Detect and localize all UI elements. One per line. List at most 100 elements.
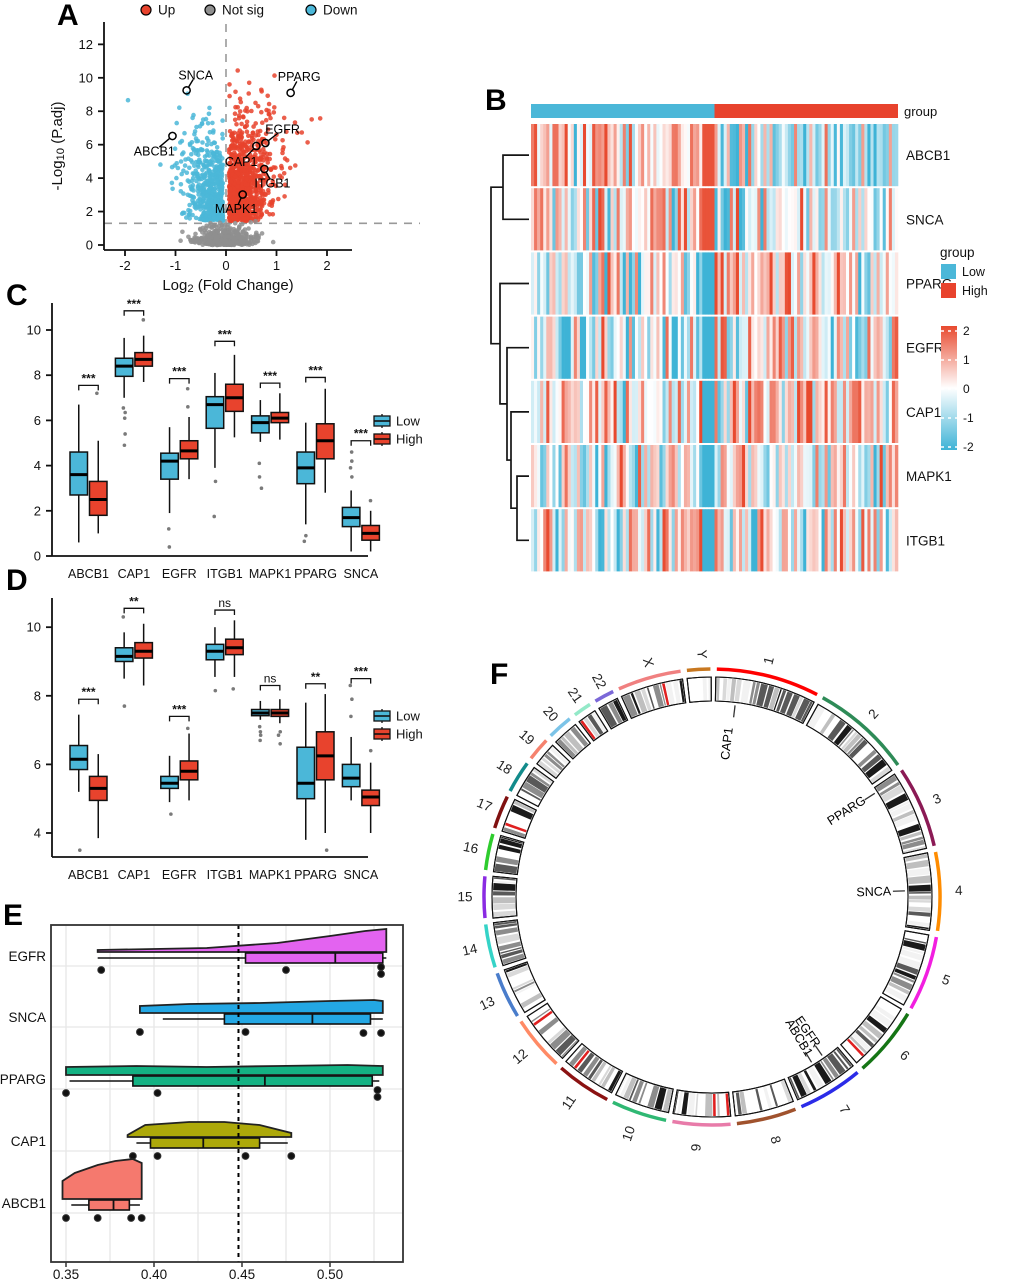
x-tick-label: -1	[170, 258, 182, 273]
heatmap-colorbar	[941, 326, 957, 450]
colorbar-tick: 1	[963, 353, 970, 367]
y-tick-label: 8	[34, 688, 41, 703]
box-ABCB1	[88, 1199, 131, 1211]
density-CAP1	[126, 1121, 293, 1138]
plot-border	[50, 924, 404, 1263]
chrom-arc-X	[618, 669, 681, 691]
chrom-arc-19	[529, 739, 548, 760]
density-EGFR	[96, 928, 388, 953]
jitter-dot	[287, 1152, 296, 1160]
chrom-arc-20	[549, 717, 571, 738]
volcano-legend: Up Not sig Down	[140, 3, 358, 18]
x-cat-label-ABCB1: ABCB1	[68, 567, 109, 581]
box-EGFR	[244, 952, 384, 964]
gene-pointer-EGFR	[814, 1045, 823, 1056]
legend-label-Low: Low	[396, 414, 420, 429]
x-cat-label-CAP1: CAP1	[118, 567, 151, 581]
sig-label: ***	[172, 365, 186, 379]
colorbar-tick: 0	[963, 382, 970, 396]
jitter-dot	[62, 1089, 70, 1097]
row-label-SNCA: SNCA	[8, 1010, 46, 1025]
legend-dot-Down	[305, 4, 317, 16]
y-tick-label: 10	[79, 70, 93, 85]
x-cat-label-SNCA: SNCA	[344, 567, 379, 581]
chrom-arc-12	[519, 1020, 558, 1065]
box-ABCB1-Low	[69, 744, 89, 771]
x-cat-label-ABCB1: ABCB1	[68, 868, 109, 882]
legend-label-High: High	[396, 432, 423, 447]
chrom-label-17: 17	[475, 795, 495, 815]
chrom-arc-7	[800, 1071, 859, 1109]
jitter-dot	[377, 963, 385, 971]
gene-point-PPARG	[286, 88, 295, 98]
y-tick-label: 6	[34, 757, 41, 772]
panel-a-label: A	[57, 0, 79, 32]
row-label-PPARG: PPARG	[0, 1072, 46, 1087]
volcano-points	[125, 68, 323, 248]
sig-label: ***	[218, 327, 232, 341]
box-CAP1	[149, 1137, 261, 1149]
jitter-dot	[153, 1152, 162, 1160]
sig-bracket	[350, 677, 372, 684]
jitter-dot	[373, 1093, 382, 1101]
chrom-label-18: 18	[494, 757, 515, 778]
sig-bracket	[123, 607, 145, 614]
sig-bracket	[259, 684, 281, 691]
x-tick-label: 0.40	[141, 1267, 167, 1281]
y-tick-label: 10	[27, 323, 41, 338]
y-tick-label: 0	[34, 549, 41, 564]
chrom-arc-11	[560, 1066, 609, 1102]
chrom-label-12: 12	[509, 1046, 530, 1067]
box-PPARG	[132, 1075, 374, 1087]
chrom-label-1: 1	[761, 655, 777, 666]
heatmap-cells	[531, 124, 899, 572]
chrom-label-4: 4	[955, 883, 963, 898]
jitter-dot	[127, 1214, 136, 1222]
chrom-arc-18	[508, 762, 529, 792]
chrom-label-19: 19	[516, 727, 537, 748]
gene-label-PPARG: PPARG	[278, 70, 321, 84]
heatmap-row-label-ABCB1: ABCB1	[906, 148, 950, 163]
sig-label: ***	[354, 665, 368, 679]
jitter-dot	[137, 1214, 146, 1222]
panel-e-ridgeplot: EGFR SNCA PPARG CAP1 ABCB1 0.35 0.40 0.45 0.50	[0, 924, 404, 1281]
legend-label: Up	[158, 3, 175, 18]
sig-bracket	[214, 609, 236, 616]
legend-label-Low: Low	[962, 265, 986, 279]
jitter-dot	[241, 1152, 250, 1160]
chrom-label-3: 3	[931, 790, 944, 807]
row-label-CAP1: CAP1	[11, 1134, 46, 1149]
y-tick-label: 2	[34, 503, 41, 518]
sig-bracket	[305, 376, 326, 383]
jitter-dot	[93, 1214, 102, 1222]
colorbar-tick: -2	[963, 440, 974, 454]
gene-label-SNCA: SNCA	[178, 68, 213, 82]
sig-bracket	[168, 715, 190, 722]
chrom-arc-22	[594, 689, 614, 703]
gene-label-ABCB1: ABCB1	[134, 144, 175, 158]
box-CAP1-Low	[114, 647, 134, 663]
x-tick-label: 0	[222, 258, 229, 273]
colorbar-tick: 2	[963, 324, 970, 338]
x-cat-label-ITGB1: ITGB1	[207, 567, 243, 581]
box-MAPK1-Low	[250, 415, 270, 434]
x-cat-label-PPARG: PPARG	[294, 868, 337, 882]
chrom-arc-6	[861, 1012, 910, 1070]
chrom-label-11: 11	[559, 1092, 579, 1112]
chrom-label-X: X	[640, 656, 657, 669]
y-tick-label: 6	[86, 137, 93, 152]
y-tick-label: 4	[34, 825, 41, 840]
legend-label-High: High	[962, 284, 988, 298]
gene-point-CAP1	[251, 141, 261, 151]
gene-point-EGFR	[261, 138, 270, 148]
chrom-arc-21	[573, 702, 591, 717]
gene-point-SNCA	[182, 85, 191, 95]
gene-point-ABCB1	[168, 131, 177, 141]
panel-f-circos: 12345678910111213141516171819202122XYCAP…	[457, 649, 963, 1151]
sig-label: ***	[81, 371, 95, 385]
chrom-arc-5	[909, 936, 939, 1010]
x-tick-label: 2	[323, 258, 330, 273]
sig-label: **	[311, 670, 321, 684]
